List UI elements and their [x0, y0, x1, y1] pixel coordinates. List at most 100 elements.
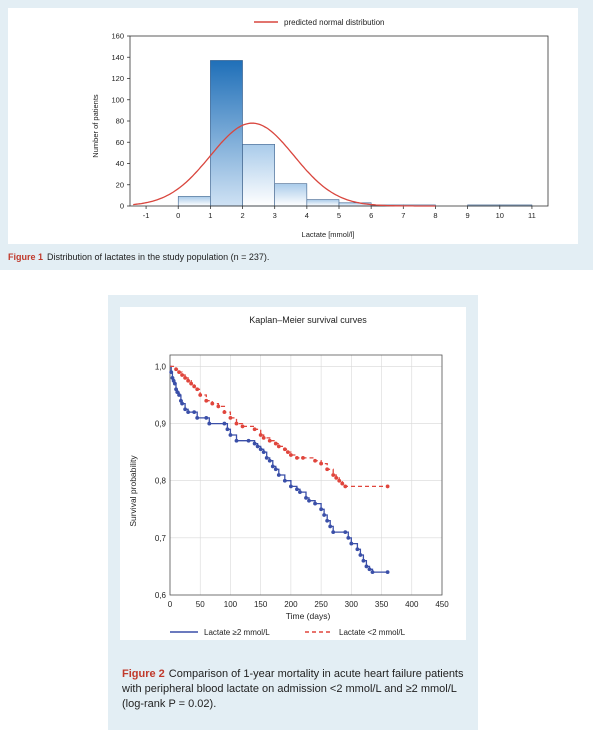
censor-marker — [180, 373, 184, 377]
censor-marker — [240, 424, 245, 429]
censor-marker — [340, 481, 345, 486]
censor-marker — [234, 438, 239, 443]
censor-marker — [385, 570, 390, 575]
censor-marker — [370, 570, 375, 575]
y-tick-label: 0,7 — [155, 534, 167, 543]
x-tick-label: 150 — [254, 600, 268, 609]
censor-marker — [313, 458, 317, 463]
censor-marker — [273, 467, 278, 472]
censor-marker — [183, 375, 188, 380]
censor-marker — [261, 450, 266, 455]
censor-marker — [183, 407, 188, 412]
x-tick-label: 8 — [433, 211, 437, 220]
legend-label: predicted normal distribution — [284, 18, 385, 27]
censor-marker — [267, 438, 272, 443]
x-tick-label: 250 — [314, 600, 328, 609]
censor-marker — [307, 498, 311, 503]
censor-marker — [225, 427, 230, 432]
censor-marker — [337, 478, 342, 483]
censor-marker — [358, 553, 363, 557]
censor-marker — [301, 455, 305, 460]
censor-marker — [204, 415, 209, 420]
histogram-bar — [177, 196, 211, 207]
censor-marker — [343, 530, 348, 535]
x-tick-label: 3 — [273, 211, 277, 220]
x-tick-label: 10 — [496, 211, 504, 220]
censor-marker — [304, 495, 308, 500]
y-tick-label: 0 — [120, 202, 124, 211]
censor-marker — [252, 441, 257, 446]
censor-marker — [228, 415, 233, 420]
x-tick-label: 300 — [345, 600, 359, 609]
y-tick-label: 0,6 — [155, 591, 167, 600]
x-tick-label: 2 — [240, 211, 244, 220]
censor-marker — [285, 450, 290, 455]
censor-marker — [174, 387, 178, 392]
figure1-caption-text: Distribution of lactates in the study po… — [47, 252, 270, 262]
censor-marker — [361, 558, 366, 563]
y-axis-label: Survival probability — [128, 455, 138, 527]
x-tick-label: 7 — [401, 211, 405, 220]
censor-marker — [171, 378, 176, 383]
censor-marker — [295, 487, 299, 492]
censor-marker — [195, 415, 200, 420]
survival-chart: Kaplan–Meier survival curves 0,6 0,7 0,8 0,… — [128, 315, 449, 637]
censor-marker — [204, 398, 209, 403]
censor-marker — [246, 438, 251, 443]
censor-marker — [186, 378, 191, 383]
censor-marker — [255, 444, 260, 449]
y-tick-label: 160 — [111, 32, 124, 41]
censor-marker — [195, 387, 200, 392]
x-tick-label: 5 — [337, 211, 341, 220]
censor-marker — [331, 530, 336, 535]
normal-curve — [133, 122, 436, 207]
figure2-caption: Figure 2 Comparison of 1-year mortality i… — [122, 667, 472, 712]
histogram-bar — [242, 144, 275, 207]
censor-marker — [273, 441, 278, 446]
y-tick-label: 20 — [116, 180, 124, 189]
y-tick-label: 140 — [111, 53, 124, 62]
y-tick-label: 60 — [116, 138, 124, 147]
censor-marker — [288, 453, 293, 457]
censor-marker — [192, 410, 197, 415]
censor-marker — [295, 455, 299, 460]
censor-marker — [207, 421, 212, 426]
censor-marker — [282, 478, 287, 483]
censor-marker — [222, 410, 227, 415]
censor-marker — [385, 484, 390, 489]
censor-marker — [264, 455, 269, 460]
censor-marker — [270, 464, 275, 469]
x-tick-label: 11 — [528, 211, 536, 220]
censor-marker — [276, 444, 281, 449]
y-tick-label: 0,9 — [155, 420, 167, 429]
y-tick-label: 40 — [116, 159, 124, 168]
censor-marker — [180, 401, 184, 406]
censor-marker — [313, 501, 317, 506]
figure1-caption: Figure 1 Distribution of lactates in the … — [8, 251, 269, 264]
censor-marker — [364, 564, 369, 569]
censor-marker — [267, 458, 272, 463]
censor-marker — [234, 421, 239, 426]
x-axis-label: Lactate [mmol/l] — [302, 230, 355, 239]
x-tick-label: 400 — [405, 600, 419, 609]
censor-marker — [216, 404, 221, 409]
legend-label-low: Lactate <2 mmol/L — [339, 628, 406, 637]
x-tick-label: 1 — [208, 211, 212, 220]
x-tick-label: 6 — [369, 211, 373, 220]
censor-marker — [343, 484, 348, 489]
x-tick-label: 350 — [375, 600, 389, 609]
censor-marker — [177, 393, 181, 397]
censor-marker — [177, 370, 181, 375]
y-tick-label: 1,0 — [155, 362, 167, 371]
censor-marker — [349, 541, 354, 546]
x-tick-label: 50 — [196, 600, 205, 609]
censor-marker — [328, 524, 333, 529]
censor-marker — [192, 384, 197, 389]
x-tick-label: 0 — [168, 600, 173, 609]
figure2-panel: Kaplan–Meier survival curves 0,6 0,7 0,8 0,… — [108, 295, 478, 730]
censor-marker — [334, 475, 339, 480]
censor-marker — [367, 567, 372, 572]
y-tick-label: 80 — [116, 117, 124, 126]
x-tick-label: 9 — [466, 211, 470, 220]
censor-marker — [282, 447, 287, 452]
